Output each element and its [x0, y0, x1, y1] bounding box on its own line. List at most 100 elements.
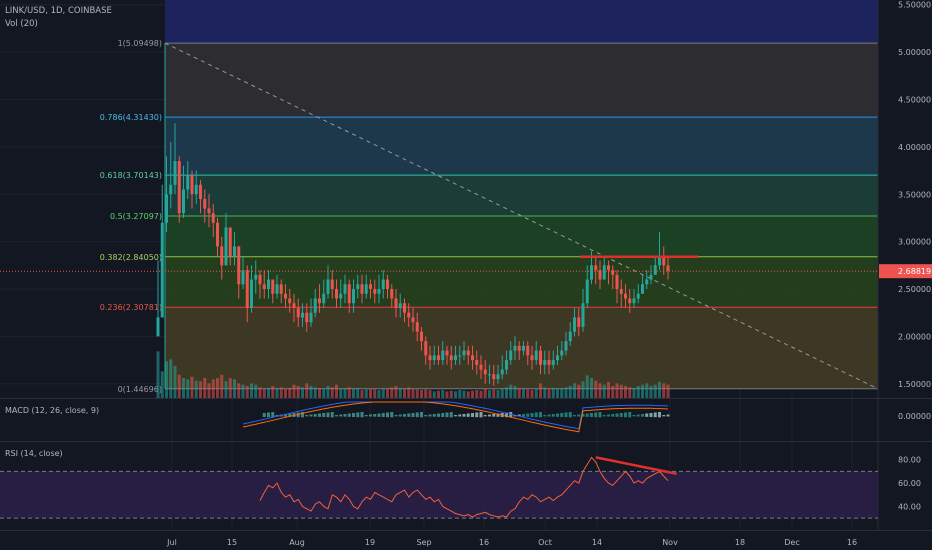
macd-histogram-bar: [488, 414, 491, 417]
candle-body: [471, 355, 474, 361]
volume-bar: [641, 384, 644, 398]
macd-label: MACD (12, 26, close, 9): [5, 406, 99, 415]
candle-body: [186, 175, 190, 190]
macd-histogram-bar: [322, 413, 326, 417]
macd-histogram-bar: [547, 414, 551, 417]
volume-bar: [666, 384, 670, 398]
volume-bar: [356, 388, 360, 398]
volume-bar: [505, 387, 508, 398]
macd-histogram-bar: [517, 414, 521, 417]
candle-body: [611, 270, 615, 275]
volume-bar: [522, 388, 525, 398]
candle-body: [301, 312, 304, 318]
volume-bar: [364, 389, 368, 398]
macd-histogram-bar: [288, 413, 292, 417]
volume-bar: [301, 387, 304, 398]
fib-zone-top: [165, 0, 878, 44]
volume-bar: [560, 388, 564, 398]
volume-bar: [556, 388, 559, 398]
macd-histogram-bar: [653, 412, 657, 418]
candle-body: [394, 298, 398, 308]
time-tick-label: 16: [847, 538, 857, 547]
volume-bar: [199, 381, 202, 398]
candle-body: [169, 184, 173, 195]
macd-histogram-bar: [649, 413, 653, 417]
macd-histogram-bar: [394, 415, 398, 417]
candle-body: [445, 350, 449, 356]
macd-histogram-bar: [267, 412, 270, 418]
volume-bar: [373, 389, 377, 398]
macd-histogram-bar: [585, 413, 589, 417]
time-tick-label: Sep: [416, 538, 431, 547]
macd-histogram-bar: [632, 415, 636, 417]
macd-histogram-bar: [662, 415, 666, 417]
candle-body: [500, 369, 504, 375]
macd-histogram-bar: [479, 412, 483, 418]
macd-histogram-bar: [594, 412, 598, 418]
volume-bar: [318, 388, 321, 398]
volume-bar: [190, 376, 194, 398]
volume-bar: [407, 387, 411, 398]
volume-bar: [607, 382, 610, 398]
volume-bar: [645, 383, 649, 398]
candle-body: [547, 360, 551, 365]
time-tick-label: 14: [592, 538, 602, 547]
current-price-label: 2.68819: [898, 267, 931, 276]
volume-bar: [594, 380, 598, 398]
volume-bar: [658, 382, 661, 398]
candle-body: [245, 270, 249, 308]
macd-histogram-bar: [343, 414, 347, 417]
candle-body: [377, 289, 381, 294]
candle-body: [475, 360, 479, 365]
candle-body: [216, 222, 219, 247]
candle-body: [343, 284, 347, 294]
macd-histogram-bar: [407, 413, 411, 417]
macd-histogram-bar: [296, 412, 300, 418]
time-tick-label: Jul: [166, 538, 177, 547]
candle-body: [275, 284, 279, 294]
volume-bar: [454, 391, 457, 398]
candle-body: [156, 317, 160, 337]
volume-bar: [539, 383, 542, 398]
macd-histogram-bar: [590, 413, 593, 417]
candle-body: [449, 355, 453, 361]
candle-body: [666, 265, 670, 272]
candle-body: [662, 255, 666, 266]
candle-body: [262, 284, 266, 290]
volume-bar: [636, 386, 640, 398]
macd-histogram-bar: [347, 413, 351, 417]
candle-body: [364, 284, 368, 294]
price-tick-label: 4.50000: [898, 96, 931, 105]
candle-body: [560, 350, 564, 356]
volume-bar: [398, 388, 402, 398]
macd-histogram-bar: [581, 414, 585, 417]
macd-histogram-bar: [564, 412, 568, 418]
volume-bar: [335, 384, 338, 398]
candle-body: [585, 279, 589, 304]
volume-bar: [573, 383, 576, 398]
volume-bar: [411, 388, 415, 398]
volume-bar: [296, 386, 300, 398]
macd-histogram-bar: [352, 413, 355, 417]
fib-label-3: 0.5(3.27097): [110, 212, 162, 221]
macd-histogram-bar: [522, 414, 525, 417]
macd-histogram-bar: [641, 414, 644, 417]
candle-body: [624, 293, 627, 299]
macd-histogram-bar: [505, 412, 508, 418]
volume-bar: [279, 387, 283, 398]
candle-body: [407, 312, 411, 318]
macd-signal-line: [242, 401, 669, 433]
candle-body: [224, 227, 228, 266]
candle-body: [522, 345, 525, 351]
fib-label-6: 0(1.44696): [118, 385, 162, 394]
rsi-divergence-trendline[interactable]: [595, 456, 677, 475]
candle-body: [254, 274, 258, 280]
volume-bar: [271, 386, 275, 398]
candle-body: [641, 284, 644, 294]
candle-body: [182, 189, 185, 214]
candle-body: [658, 255, 661, 266]
volume-bar: [619, 384, 623, 398]
macd-histogram-bar: [602, 415, 606, 417]
volume-bar: [169, 359, 173, 398]
